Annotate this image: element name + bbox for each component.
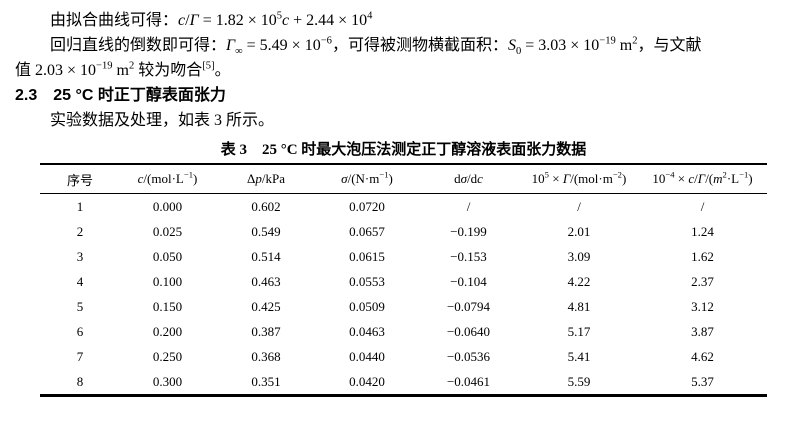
table-cell: 2.01 <box>567 223 591 239</box>
table-cell: −0.0461 <box>446 373 491 389</box>
section-heading-2-3: 2.3 25 °C 时正丁醇表面张力 <box>15 87 226 104</box>
table-cell: 3.09 <box>567 248 591 264</box>
table-cell: 6 <box>76 323 84 339</box>
table-cell: 0.100 <box>152 273 183 289</box>
table-cell: 0.463 <box>251 273 281 289</box>
table-cell: 0.549 <box>251 223 281 239</box>
table-cell: 8 <box>76 373 84 389</box>
table-cell: 2 <box>76 223 84 239</box>
table-row: 7 0.250 0.368 0.0440 −0.0536 5.41 4.62 <box>40 344 767 369</box>
table-cell: 0.368 <box>251 348 281 364</box>
paragraph-regression-line-1: 回归直线的倒数即可得：Γ∞ = 5.49 × 10−6，可得被测物横截面积：S0… <box>50 35 702 58</box>
table-cell: 2.37 <box>691 273 714 289</box>
table-cell: 5.37 <box>691 373 714 389</box>
table-cell: 0.0509 <box>349 298 385 314</box>
column-header: σ/(N·m−1) <box>341 169 393 186</box>
table-cell: −0.0640 <box>446 323 491 339</box>
table-cell: 0.0463 <box>349 323 385 339</box>
table-cell: / <box>577 198 581 214</box>
table-cell: −0.0794 <box>446 298 491 314</box>
table-row: 8 0.300 0.351 0.0420 −0.0461 5.59 5.37 <box>40 369 767 396</box>
table-cell: 0.0553 <box>349 273 385 289</box>
table-cell: / <box>466 198 471 214</box>
table-cell: −0.153 <box>450 248 487 264</box>
table-row: 1 0.000 0.602 0.0720 / / / <box>40 194 767 220</box>
paragraph-regression-line-2: 值 2.03 × 10−19 m2 较为吻合[5]。 <box>15 60 231 79</box>
table-header-row: 序号 c/(mol·L−1) Δp/kPa σ/(N·m−1) dσ/dc 105 × Γ… <box>40 164 767 194</box>
table-cell: 5.17 <box>567 323 591 339</box>
table-cell: 5 <box>76 298 84 314</box>
document-page: 由拟合曲线可得：c/Γ = 1.82 × 105c + 2.44 × 104 回… <box>15 10 767 397</box>
table-cell: 4 <box>76 273 84 289</box>
surface-tension-data-table: 序号 c/(mol·L−1) Δp/kPa σ/(N·m−1) dσ/dc 105 × Γ… <box>40 163 767 397</box>
table-cell: 0.387 <box>251 323 281 339</box>
table-cell: 1.24 <box>691 223 714 239</box>
table-cell: 0.050 <box>152 248 183 264</box>
table-cell: −0.0536 <box>446 348 491 364</box>
table-cell: 7 <box>76 348 84 364</box>
table-cell: 0.300 <box>152 373 183 389</box>
table-cell: 4.22 <box>567 273 591 289</box>
table-cell: 0.0440 <box>349 348 385 364</box>
table-cell: 0.514 <box>251 248 281 264</box>
paragraph-fit-curve: 由拟合曲线可得：c/Γ = 1.82 × 105c + 2.44 × 104 <box>50 10 373 29</box>
table-cell: 0.0420 <box>349 373 385 389</box>
table-cell: 0.425 <box>251 298 281 314</box>
table-cell: 0.0615 <box>349 248 385 264</box>
column-header: c/(mol·L−1) <box>137 169 198 186</box>
table-row: 5 0.150 0.425 0.0509 −0.0794 4.81 3.12 <box>40 294 767 319</box>
table-cell: 5.59 <box>567 373 591 389</box>
table-cell: 0.150 <box>152 298 183 314</box>
table-cell: / <box>700 198 705 214</box>
column-header: 10−4 × c/Γ/(m2·L−1) <box>652 169 753 186</box>
table-cell: 0.0657 <box>349 223 385 239</box>
table-cell: 0.000 <box>152 198 183 214</box>
table-cell: 1 <box>76 198 84 214</box>
column-header: 105 × Γ/(mol·m−2) <box>531 169 627 186</box>
table-cell: 0.602 <box>251 198 281 214</box>
column-header: 序号 <box>66 172 93 188</box>
table-cell: 4.62 <box>691 348 714 364</box>
table-cell: −0.199 <box>450 223 487 239</box>
table-cell: 0.351 <box>251 373 281 389</box>
table-caption: 表 3 25 °C 时最大泡压法测定正丁醇溶液表面张力数据 <box>220 142 587 158</box>
table-cell: 0.250 <box>152 348 183 364</box>
table-cell: 3 <box>76 248 84 264</box>
table-cell: 0.200 <box>152 323 183 339</box>
table-row: 3 0.050 0.514 0.0615 −0.153 3.09 1.62 <box>40 244 767 269</box>
table-cell: 1.62 <box>691 248 714 264</box>
table-cell: −0.104 <box>450 273 487 289</box>
table-row: 2 0.025 0.549 0.0657 −0.199 2.01 1.24 <box>40 219 767 244</box>
table-cell: 3.12 <box>691 298 714 314</box>
paragraph-intro: 实验数据及处理，如表 3 所示。 <box>50 112 275 129</box>
table-row: 4 0.100 0.463 0.0553 −0.104 4.22 2.37 <box>40 269 767 294</box>
column-header: dσ/dc <box>454 171 483 186</box>
table-cell: 3.87 <box>691 323 714 339</box>
table-cell: 5.41 <box>567 348 591 364</box>
table-cell: 0.0720 <box>349 198 385 214</box>
table-cell: 0.025 <box>152 223 183 239</box>
column-header: Δp/kPa <box>247 171 285 186</box>
table-row: 6 0.200 0.387 0.0463 −0.0640 5.17 3.87 <box>40 319 767 344</box>
table-cell: 4.81 <box>567 298 591 314</box>
